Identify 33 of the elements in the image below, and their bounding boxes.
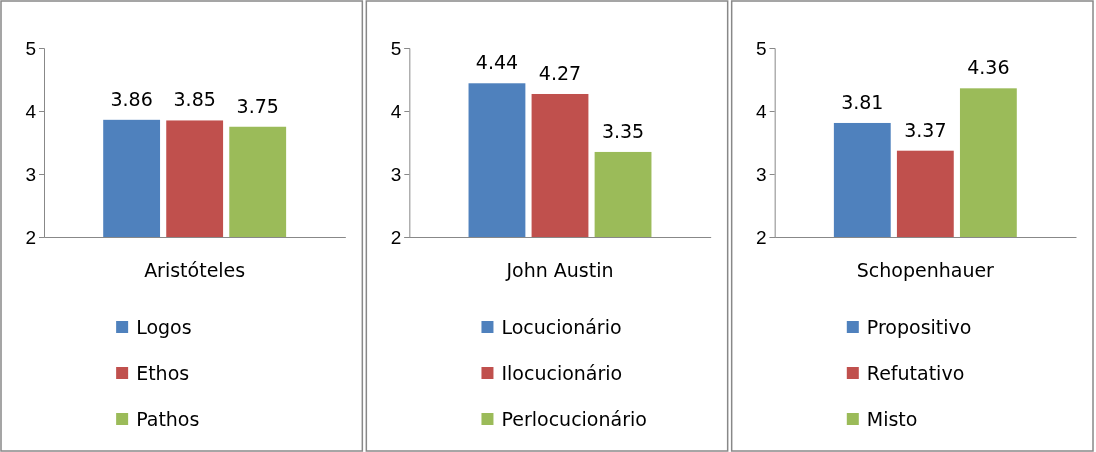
y-tick-label: 3 — [756, 163, 767, 185]
legend-label: Ilocucionário — [501, 362, 623, 384]
x-axis-title: John Austin — [505, 259, 614, 281]
legend-label: Perlocucionário — [501, 408, 647, 430]
y-tick-label: 2 — [25, 226, 36, 248]
y-tick-label: 4 — [390, 100, 402, 122]
y-tick-label: 3 — [390, 163, 402, 185]
legend-label: Misto — [866, 408, 918, 430]
data-label: 4.36 — [967, 56, 1010, 79]
x-axis-title: Aristóteles — [144, 259, 246, 281]
data-label: 3.81 — [841, 90, 884, 113]
y-tick-label: 5 — [390, 37, 402, 59]
legend-label: Logos — [136, 316, 192, 338]
x-axis-title: Schopenhauer — [856, 259, 995, 281]
data-label: 3.85 — [173, 88, 216, 111]
data-label: 3.75 — [236, 94, 279, 117]
y-tick-label: 4 — [756, 100, 768, 122]
y-tick-label: 2 — [390, 226, 402, 248]
y-tick-label: 5 — [25, 37, 36, 59]
y-tick-label: 3 — [25, 163, 36, 185]
y-tick-label: 2 — [756, 226, 767, 248]
y-tick-label: 5 — [756, 37, 767, 59]
legend-label: Refutativo — [866, 362, 965, 384]
data-label: 4.27 — [538, 61, 582, 84]
data-label: 3.86 — [110, 87, 153, 110]
legend-label: Propositivo — [866, 316, 972, 338]
data-label: 3.37 — [904, 118, 947, 141]
data-label: 4.44 — [475, 51, 519, 74]
legend-label: Locucionário — [501, 316, 622, 338]
y-tick-label: 4 — [25, 100, 37, 122]
legend-label: Pathos — [136, 408, 200, 430]
legend-label: Ethos — [136, 362, 190, 384]
data-label: 3.35 — [601, 119, 645, 142]
